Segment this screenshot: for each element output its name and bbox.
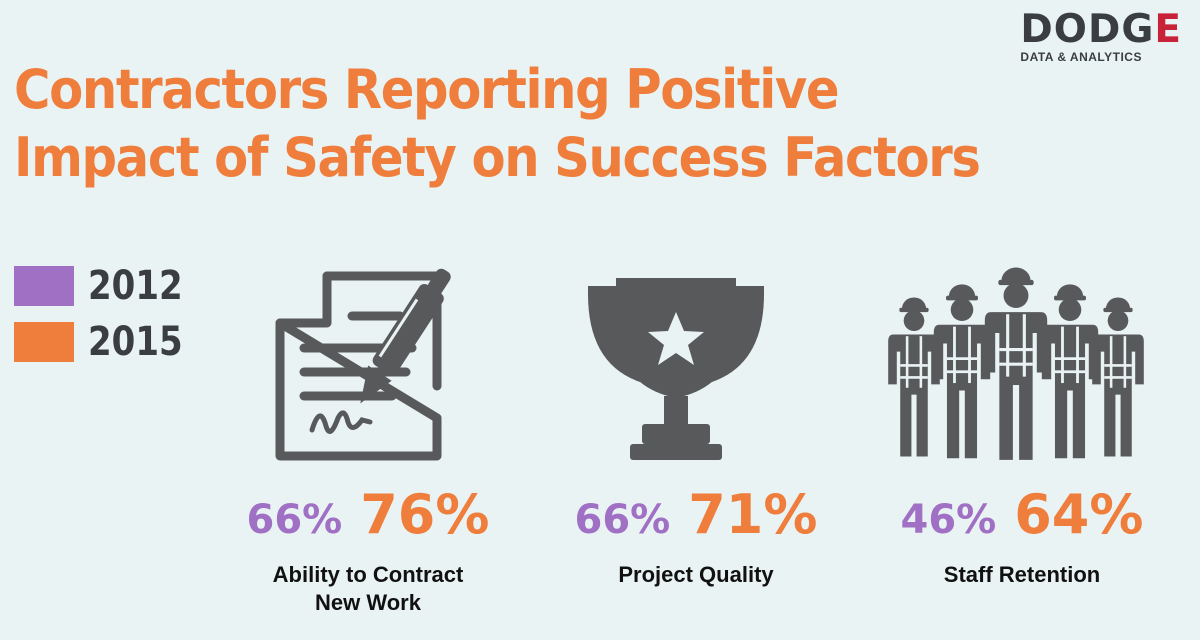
chart-title-line-2: Impact of Safety on Success Factors xyxy=(14,126,981,189)
value-2015-staff-retention: 64% xyxy=(1014,483,1144,546)
legend-swatch-2012 xyxy=(14,266,74,306)
legend-item-2015: 2015 xyxy=(14,314,199,370)
stat-project-quality: 66% 71% Project Quality xyxy=(556,486,836,589)
legend-item-2012: 2012 xyxy=(14,258,199,314)
stat-ability-to-contract: 66% 76% Ability to Contract New Work xyxy=(228,486,508,617)
value-2015-project-quality: 71% xyxy=(688,483,818,546)
category-label-ability-to-contract: Ability to Contract New Work xyxy=(272,562,464,615)
legend-label-2012: 2012 xyxy=(88,263,183,309)
logo-subtitle: DATA & ANALYTICS xyxy=(1020,50,1142,64)
stat-values: 66% 71% xyxy=(556,486,836,557)
chart-title-line-1: Contractors Reporting Positive xyxy=(14,58,840,121)
legend-label-2015: 2015 xyxy=(88,319,183,365)
stat-values: 46% 64% xyxy=(882,486,1162,557)
category-label-project-quality: Project Quality xyxy=(618,562,774,587)
value-2012-staff-retention: 46% xyxy=(900,497,997,543)
legend-swatch-2015 xyxy=(14,322,74,362)
trophy-icon xyxy=(588,278,764,460)
contract-signing-icon xyxy=(275,268,451,461)
workers-group-icon xyxy=(886,265,1146,462)
dodge-logo: DODGE DATA & ANALYTICS xyxy=(1020,7,1182,65)
legend: 2012 2015 xyxy=(14,258,199,370)
stat-staff-retention: 46% 64% Staff Retention xyxy=(882,486,1162,589)
chart-title: Contractors Reporting Positive Impact of… xyxy=(14,56,981,192)
value-2015-ability-to-contract: 76% xyxy=(360,483,490,546)
value-2012-project-quality: 66% xyxy=(574,497,671,543)
category-label-staff-retention: Staff Retention xyxy=(943,562,1101,587)
logo-wordmark: DODGE xyxy=(1020,7,1182,52)
value-2012-ability-to-contract: 66% xyxy=(246,497,343,543)
stat-values: 66% 76% xyxy=(228,486,508,557)
